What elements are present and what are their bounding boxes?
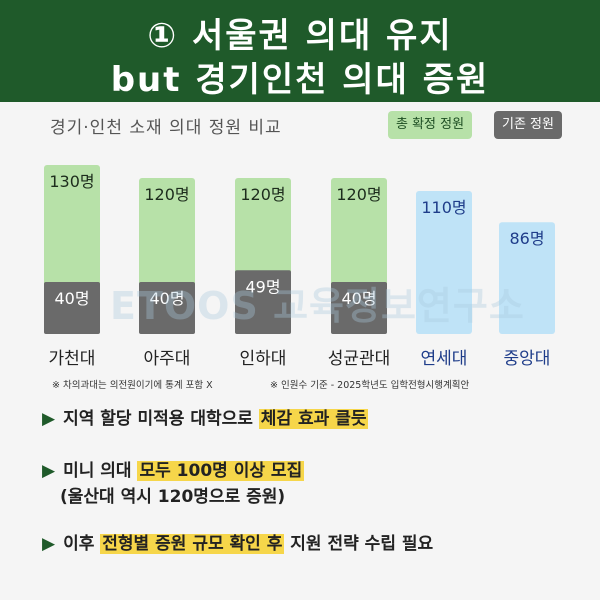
bullet-3-suffix: 지원 전략 수립 필요 xyxy=(284,534,434,554)
header-title-line2: but 경기인천 의대 증원 xyxy=(110,60,490,100)
bullet-3-highlight: 전형별 증원 규모 확인 후 xyxy=(100,534,285,554)
label-base-1: 40명 xyxy=(149,289,184,308)
label-seoul-4: 110명 xyxy=(421,198,466,217)
label-total-2: 120명 xyxy=(240,185,285,204)
category-label-3: 성균관대 xyxy=(328,349,391,369)
category-label-5: 중앙대 xyxy=(504,349,551,369)
label-total-0: 130명 xyxy=(49,172,94,191)
label-seoul-5: 86명 xyxy=(509,229,544,248)
header-banner: ① 서울권 의대 유지 but 경기인천 의대 증원 xyxy=(0,0,600,102)
chart-title: 경기·인천 소재 의대 정원 비교 xyxy=(50,118,282,138)
bullet-1-text: 지역 할당 미적용 대학으로 xyxy=(63,409,259,429)
bullet-3-text: 이후 xyxy=(63,534,101,554)
bar-base-1 xyxy=(139,282,195,334)
bar-seoul-4 xyxy=(416,191,472,334)
label-total-3: 120명 xyxy=(336,185,381,204)
legend-base: 기존 정원 xyxy=(494,111,562,139)
arrow-icon: ▶ xyxy=(42,534,56,554)
category-label-1: 아주대 xyxy=(144,349,191,369)
arrow-icon: ▶ xyxy=(42,409,56,429)
label-base-2: 49명 xyxy=(245,277,280,296)
bullet-3: ▶ 이후 전형별 증원 규모 확인 후 지원 전략 수립 필요 xyxy=(42,529,433,554)
bullet-2-subline: (울산대 역시 120명으로 증원) xyxy=(60,487,286,507)
bar-base-3 xyxy=(331,282,387,334)
header-title-line1: ① 서울권 의대 유지 xyxy=(147,16,453,56)
bullet-1-highlight: 체감 효과 클듯 xyxy=(258,409,369,429)
category-label-0: 가천대 xyxy=(49,349,96,369)
label-base-3: 40명 xyxy=(341,289,376,308)
arrow-icon: ▶ xyxy=(42,461,56,481)
bullet-2: ▶ 미니 의대 모두 100명 이상 모집 xyxy=(42,456,305,481)
category-label-2: 인하대 xyxy=(240,349,287,369)
bar-base-0 xyxy=(44,282,100,334)
label-total-1: 120명 xyxy=(144,185,189,204)
legend-total: 총 확정 정원 xyxy=(388,111,473,139)
footnote-2: ※ 인원수 기준 - 2025학년도 입학전형시행계획안 xyxy=(270,380,470,391)
footnote-1: ※ 차의과대는 의전원이기에 통계 포함 X xyxy=(52,380,213,391)
category-label-4: 연세대 xyxy=(421,349,468,369)
label-base-0: 40명 xyxy=(54,289,89,308)
bar-seoul-5 xyxy=(499,222,555,334)
bar-base-2 xyxy=(235,270,291,334)
bullet-1: ▶ 지역 할당 미적용 대학으로 체감 효과 클듯 xyxy=(42,404,369,429)
bullet-2-text: 미니 의대 xyxy=(63,461,138,481)
bullet-2-highlight: 모두 100명 이상 모집 xyxy=(137,461,305,481)
